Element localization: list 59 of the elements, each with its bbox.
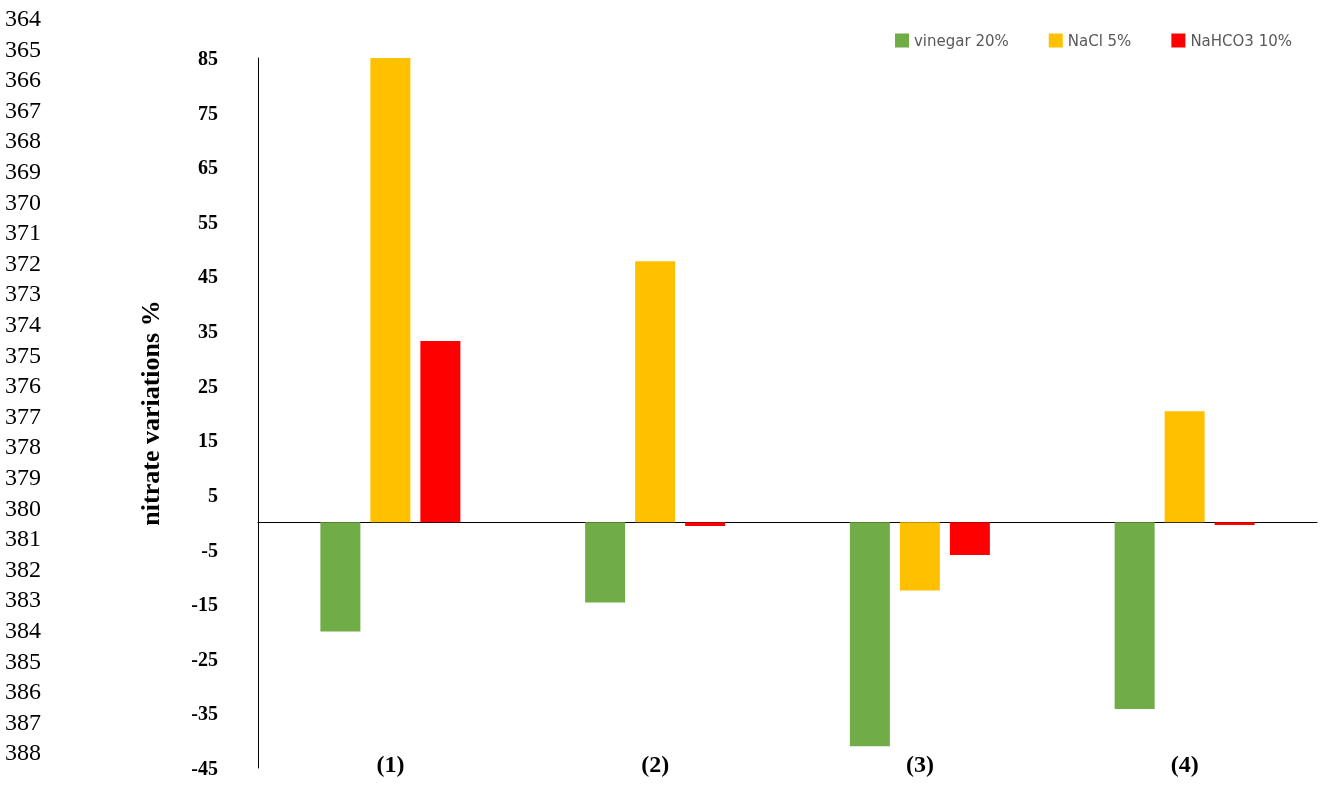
bar xyxy=(1114,522,1155,710)
bar xyxy=(320,522,361,632)
text: 374 xyxy=(5,311,41,337)
text: 368 xyxy=(5,127,41,154)
x-tick-label: (1) xyxy=(376,751,405,777)
y-tick-label: 5 xyxy=(208,483,218,506)
y-tick-label: 35 xyxy=(198,320,218,343)
text: 385 xyxy=(5,647,41,674)
y-tick-label: -35 xyxy=(191,702,218,725)
text: 382 xyxy=(5,555,41,582)
legend-label: NaHCO3 10% xyxy=(1190,31,1292,50)
text: 381 xyxy=(5,525,41,552)
y-tick-label: -5 xyxy=(201,538,218,561)
y-tick-label: 15 xyxy=(198,429,218,452)
text: 379 xyxy=(5,464,41,490)
text: 375 xyxy=(5,341,41,368)
legend-label: NaCl 5% xyxy=(1067,31,1132,50)
text: 364 xyxy=(5,5,41,31)
y-tick-label: -15 xyxy=(191,593,218,616)
text: 384 xyxy=(5,617,41,643)
bar xyxy=(849,522,890,747)
x-tick-label: (2) xyxy=(641,751,670,777)
text: 383 xyxy=(5,586,41,613)
y-tick-label: -45 xyxy=(191,757,218,779)
bar xyxy=(899,522,940,591)
y-axis-title: nitrate variations % xyxy=(135,300,165,526)
bar xyxy=(685,522,726,527)
text: 376 xyxy=(5,372,41,399)
y-tick-label: -25 xyxy=(191,647,218,670)
bar xyxy=(949,522,990,555)
text: 372 xyxy=(5,249,41,276)
legend-label: vinegar 20% xyxy=(913,31,1009,50)
text: 367 xyxy=(5,96,41,123)
text: 371 xyxy=(5,219,41,246)
y-tick-label: 45 xyxy=(198,265,218,288)
bar xyxy=(1164,411,1205,523)
bar xyxy=(585,522,626,603)
text: 377 xyxy=(5,402,41,429)
text: 387 xyxy=(5,708,41,735)
y-tick-label: 65 xyxy=(198,156,218,179)
text: 373 xyxy=(5,280,41,307)
text: 380 xyxy=(5,494,41,521)
y-tick-label: 75 xyxy=(198,101,218,124)
bar xyxy=(1214,522,1255,525)
text: 386 xyxy=(5,678,41,705)
text: 366 xyxy=(5,66,41,93)
bar xyxy=(635,261,676,523)
text: 370 xyxy=(5,188,41,215)
y-tick-label: 25 xyxy=(198,374,218,397)
text: 365 xyxy=(5,35,41,62)
y-tick-label: 85 xyxy=(198,47,218,69)
x-tick-label: (3) xyxy=(905,751,934,777)
bar xyxy=(420,340,461,523)
x-tick-label: (4) xyxy=(1170,751,1199,777)
bar xyxy=(370,58,411,523)
text: 369 xyxy=(5,158,41,184)
y-tick-label: 55 xyxy=(198,210,218,233)
text: 388 xyxy=(5,739,41,766)
text: 378 xyxy=(5,433,41,460)
